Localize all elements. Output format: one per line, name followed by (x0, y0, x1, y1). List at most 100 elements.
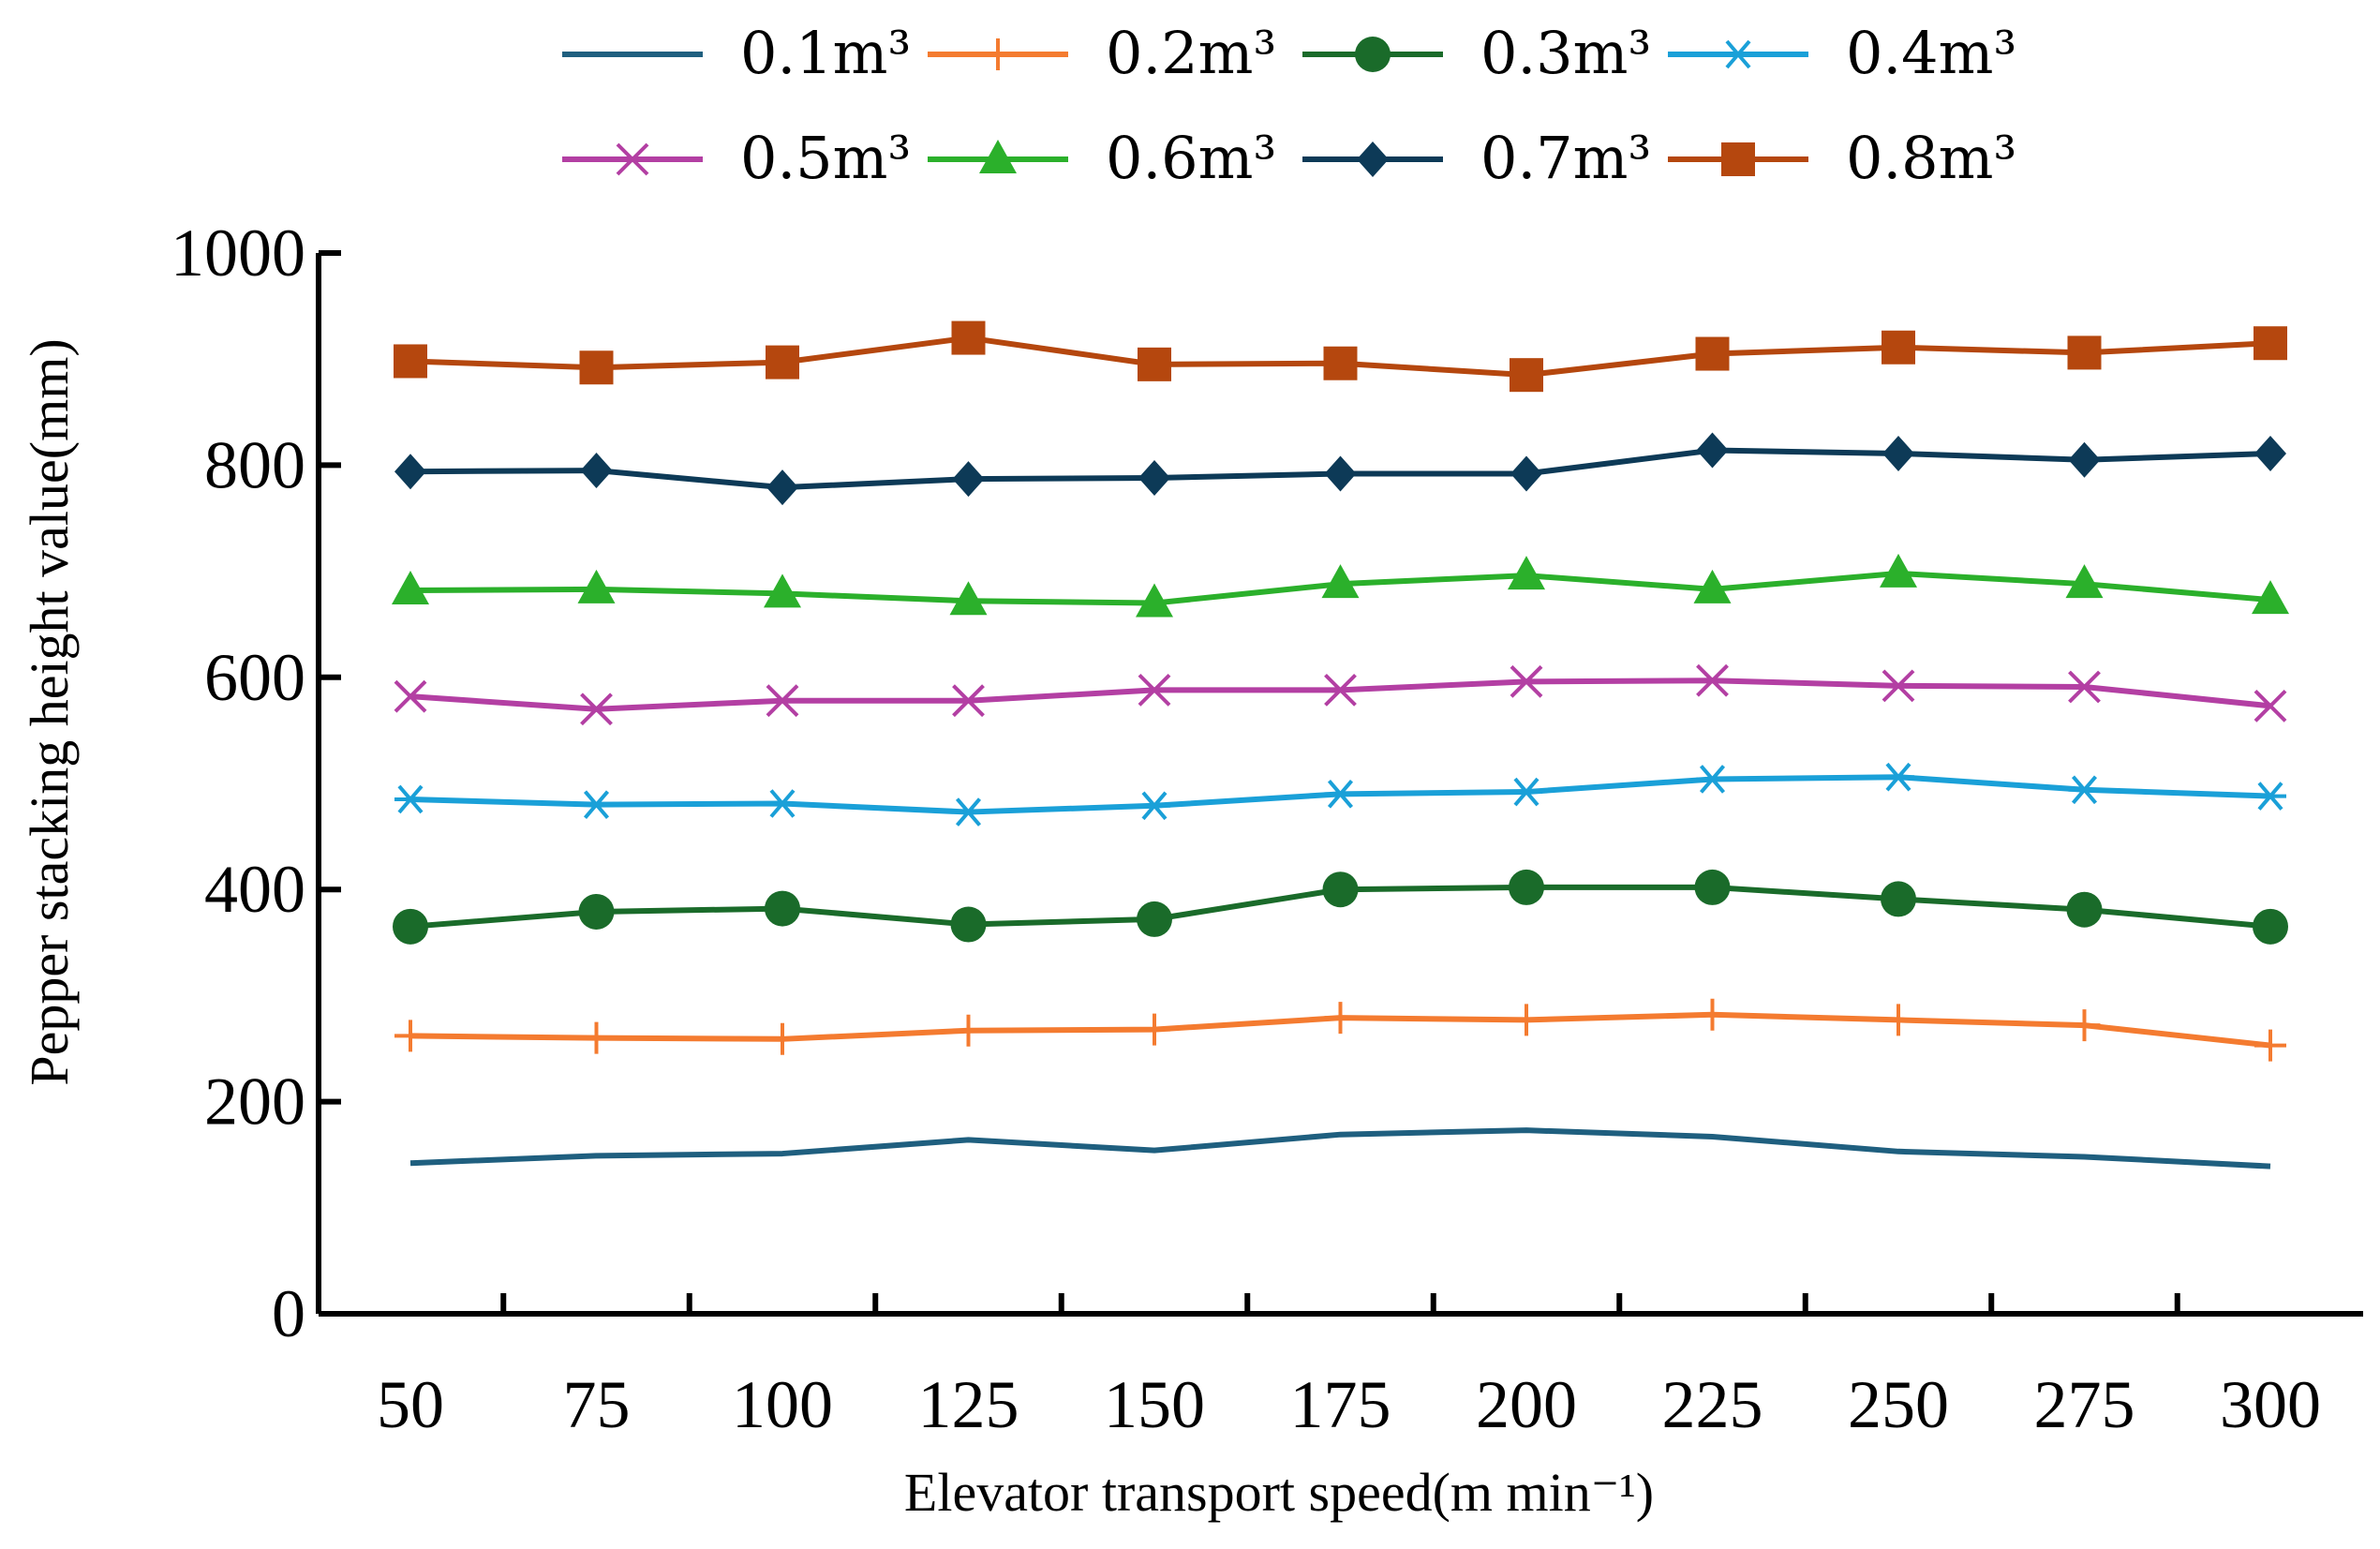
y-tick-label: 800 (204, 427, 305, 502)
data-point (2254, 782, 2286, 811)
data-point (1695, 336, 1730, 371)
data-point (580, 790, 613, 819)
data-point (2067, 335, 2102, 370)
data-point (2254, 326, 2287, 361)
legend-label: 0.4m³ (1846, 19, 2016, 87)
data-point (766, 345, 799, 380)
series-3 (393, 869, 2288, 945)
data-point (1696, 765, 1729, 794)
data-point (952, 797, 985, 827)
series-8 (394, 320, 2287, 393)
data-point (394, 1020, 426, 1052)
legend-marker (1721, 142, 1755, 176)
data-point (1508, 556, 1545, 590)
x-tick-label: 200 (1476, 1367, 1577, 1442)
data-point (952, 461, 985, 498)
series-line (409, 678, 2271, 712)
data-point (2068, 775, 2101, 805)
data-point (580, 693, 613, 726)
legend-marker (1722, 39, 1754, 69)
x-tick-label: 225 (1662, 1367, 1763, 1442)
data-point (766, 469, 798, 506)
series-4 (394, 762, 2286, 827)
data-point (952, 1014, 985, 1047)
data-point (394, 784, 426, 814)
series-line (409, 1127, 2271, 1169)
data-point (949, 581, 988, 616)
legend: 0.1m³ 0.2m³ 0.3m³ 0.4m³ 0.5m³ 0.6m³ 0.7m³ 0.8m³ (562, 19, 2016, 192)
legend-label: 0.7m³ (1480, 124, 1651, 192)
data-point (2252, 580, 2289, 615)
data-point (2065, 564, 2104, 599)
legend-item: 0.1m³ (562, 19, 911, 87)
legend-label: 0.5m³ (740, 124, 911, 192)
data-point (1696, 663, 1729, 697)
legend-label: 0.3m³ (1480, 19, 1651, 87)
data-point (1882, 762, 1914, 792)
legend-item: 0.5m³ (562, 124, 911, 192)
data-point (1138, 791, 1170, 821)
data-point (1510, 455, 1542, 492)
x-tick-label: 275 (2034, 1367, 2135, 1442)
x-tick-label: 75 (563, 1367, 631, 1442)
data-point (392, 570, 429, 604)
series-5 (394, 663, 2287, 726)
data-point (766, 1022, 798, 1055)
x-tick-label: 125 (918, 1367, 1019, 1442)
series-1 (409, 1127, 2271, 1169)
legend-label: 0.2m³ (1106, 19, 1276, 87)
legend-label: 0.8m³ (1846, 124, 2016, 192)
data-point (2068, 441, 2101, 478)
x-tick-label: 175 (1290, 1367, 1391, 1442)
data-point (578, 893, 615, 930)
legend-marker (982, 38, 1014, 70)
x-tick-label: 300 (2220, 1367, 2321, 1442)
data-point (577, 569, 616, 603)
data-point (1696, 998, 1729, 1031)
data-point (580, 453, 613, 489)
data-point (1881, 881, 1916, 917)
data-point (1324, 673, 1357, 707)
data-point (1509, 869, 1544, 905)
data-point (1137, 901, 1172, 937)
data-point (766, 684, 799, 718)
data-point (1324, 1002, 1357, 1035)
data-point (1138, 347, 1171, 381)
data-point (1510, 358, 1543, 393)
legend-marker (1357, 141, 1389, 177)
legend-item: 0.8m³ (1668, 124, 2016, 192)
data-point (952, 684, 985, 718)
data-point (1138, 673, 1171, 707)
y-tick-label: 200 (204, 1065, 305, 1139)
data-point (1882, 435, 1914, 471)
data-point (2066, 891, 2103, 928)
legend-marker (1355, 37, 1391, 72)
data-point (579, 350, 614, 385)
legend-marker (616, 142, 649, 176)
data-point (1696, 432, 1729, 469)
data-point (394, 344, 427, 379)
data-point (2254, 689, 2287, 722)
data-point (1324, 780, 1357, 809)
series-2 (394, 998, 2286, 1062)
data-point (766, 789, 798, 818)
legend-item: 0.4m³ (1668, 19, 2016, 87)
legend-item: 0.7m³ (1302, 124, 1651, 192)
data-point (2254, 1029, 2286, 1062)
data-point (765, 890, 800, 927)
data-point (2068, 1009, 2101, 1042)
x-axis-title: Elevator transport speed(m min⁻¹) (904, 1462, 1654, 1523)
legend-label: 0.6m³ (1106, 124, 1276, 192)
data-point (1138, 1013, 1170, 1046)
data-point (1510, 1004, 1542, 1036)
legend-item: 0.3m³ (1302, 19, 1651, 87)
data-point (2254, 435, 2286, 471)
data-point (1510, 664, 1543, 698)
series-6 (392, 553, 2289, 618)
legend-item: 0.2m³ (928, 19, 1276, 87)
data-point (2253, 908, 2288, 945)
data-point (1136, 583, 1173, 618)
series-layer (392, 320, 2289, 1169)
axes: 0 200 400 600 800 1000 50 75 100 125 150 175 200 225 2… (171, 216, 2363, 1442)
